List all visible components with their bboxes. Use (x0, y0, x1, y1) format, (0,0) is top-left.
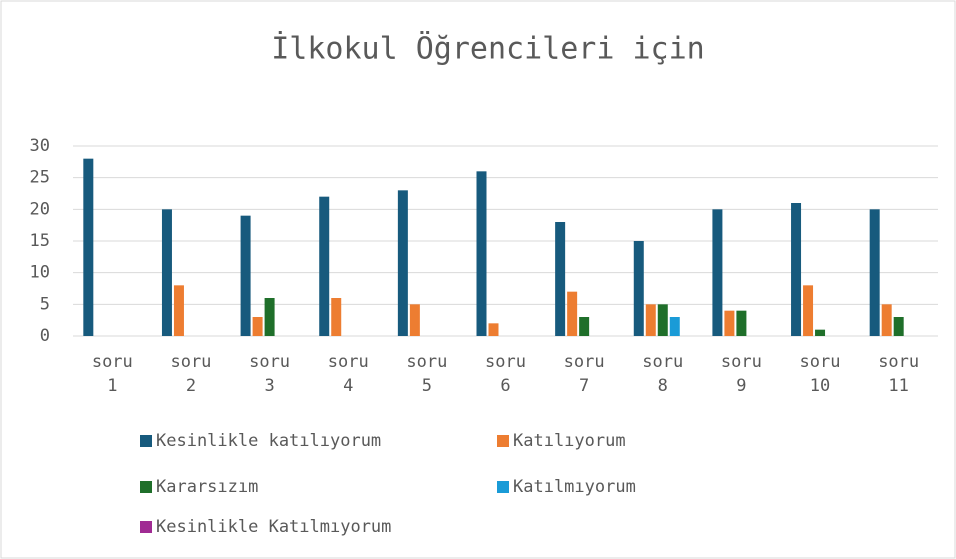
x-tick-label: soru 8 (642, 352, 684, 396)
x-tick-label: soru 9 (720, 352, 762, 396)
y-tick-label: 10 (30, 263, 50, 283)
bar (712, 209, 723, 336)
x-tick-label: soru 6 (485, 352, 526, 396)
legend-label: Katılmıyorum (513, 477, 636, 497)
y-tick-label: 0 (40, 326, 50, 346)
bar (397, 190, 408, 336)
legend-label: Katılıyorum (513, 431, 626, 451)
bar (803, 285, 814, 336)
bar (579, 317, 590, 336)
bar (791, 203, 802, 336)
bar (409, 304, 420, 336)
legend-label: Kesinlikle katılıyorum (156, 431, 381, 451)
bar (869, 209, 880, 336)
legend-label: Kesinlikle Katılmıyorum (156, 517, 391, 537)
x-tick-label: soru 2 (170, 352, 212, 396)
bar (555, 222, 566, 336)
bar (331, 298, 342, 336)
legend-swatch (140, 521, 152, 533)
bar (161, 209, 172, 336)
bar (669, 317, 680, 336)
bar (633, 241, 644, 336)
x-tick-label: soru 5 (406, 352, 448, 396)
bar (893, 317, 904, 336)
x-tick-label: soru 1 (91, 352, 133, 396)
y-tick-label: 25 (30, 168, 50, 188)
x-tick-label: soru 10 (799, 352, 841, 396)
legend-label: Kararsızım (156, 477, 258, 497)
bar (173, 285, 184, 336)
y-tick-label: 15 (30, 231, 50, 251)
y-tick-label: 30 (30, 136, 50, 156)
bar (264, 298, 275, 336)
legend-swatch (497, 481, 509, 493)
bar (645, 304, 656, 336)
x-tick-label: soru 7 (563, 352, 605, 396)
bar (83, 158, 94, 336)
bar (319, 196, 330, 336)
x-tick-label: soru 11 (878, 352, 920, 396)
y-tick-label: 5 (40, 294, 50, 314)
bar (657, 304, 668, 336)
bar (815, 329, 826, 336)
bar (567, 291, 578, 336)
x-tick-label: soru 4 (327, 352, 369, 396)
bar (240, 215, 251, 336)
legend-swatch (140, 435, 152, 447)
y-tick-label: 20 (30, 199, 50, 219)
legend-swatch (140, 481, 152, 493)
bar (488, 323, 499, 336)
legend-swatch (497, 435, 509, 447)
x-tick-label: soru 3 (249, 352, 291, 396)
bar (252, 317, 263, 336)
chart-title: İlkokul Öğrencileri için (271, 31, 704, 67)
bar (724, 310, 735, 336)
bar (736, 310, 747, 336)
bar (881, 304, 892, 336)
bar (476, 171, 487, 336)
